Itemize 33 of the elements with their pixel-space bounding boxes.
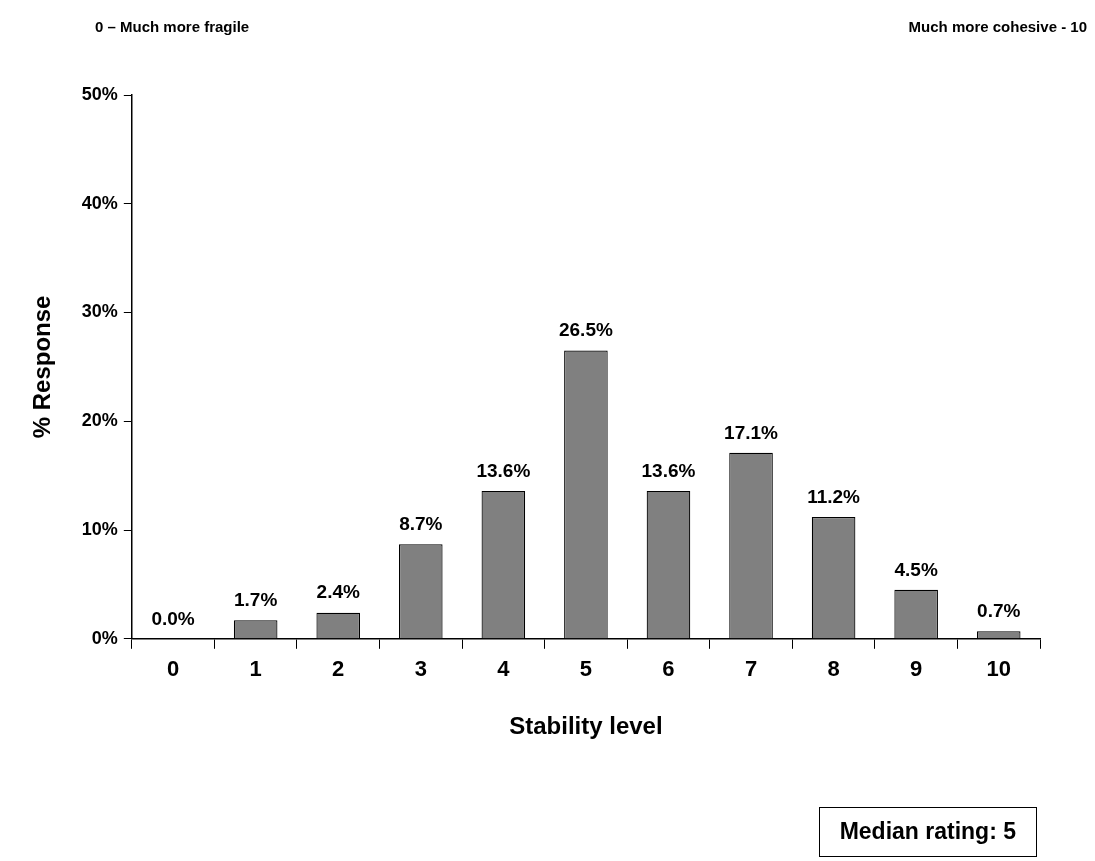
data-label: 13.6% [476,459,531,481]
text: 0 – Much more fragile [95,18,250,35]
data-label: 13.6% [641,459,696,481]
x-tick-label: 1 [249,656,262,682]
y-axis-title: % Response [28,295,56,439]
data-label: 11.2% [807,485,861,507]
x-tick-label: 5 [579,656,593,682]
y-tick-label: 0% [91,627,118,648]
x-tick-label: 7 [744,656,758,682]
y-tick-label: 10% [81,519,118,540]
text: Much more cohesive - 10 [908,18,1087,35]
x-tick-label: 6 [662,656,675,682]
text: Median rating: 5 [818,807,1037,858]
data-label: 0.0% [151,607,195,629]
x-tick-label: 0 [166,656,180,682]
x-tick-label: 4 [497,656,511,682]
data-label: 2.4% [316,581,360,603]
y-tick-label: 40% [81,192,118,213]
x-tick-label: 9 [910,656,923,682]
y-tick-label: 30% [81,301,118,322]
y-tick-label: 20% [81,410,118,431]
x-tick-label: 3 [414,656,427,682]
data-label: 8.7% [399,512,443,534]
x-tick-label: 8 [827,656,840,682]
x-tick-label: 10 [986,656,1011,682]
data-label: 1.7% [234,589,278,611]
data-label: 26.5% [558,319,613,341]
x-axis-title: Stability level [509,712,663,740]
x-tick-label: 2 [332,656,345,682]
data-label: 4.5% [894,558,938,580]
y-tick-label: 50% [81,83,118,104]
data-label: 17.1% [724,421,779,443]
data-label: 0.7% [977,599,1021,621]
